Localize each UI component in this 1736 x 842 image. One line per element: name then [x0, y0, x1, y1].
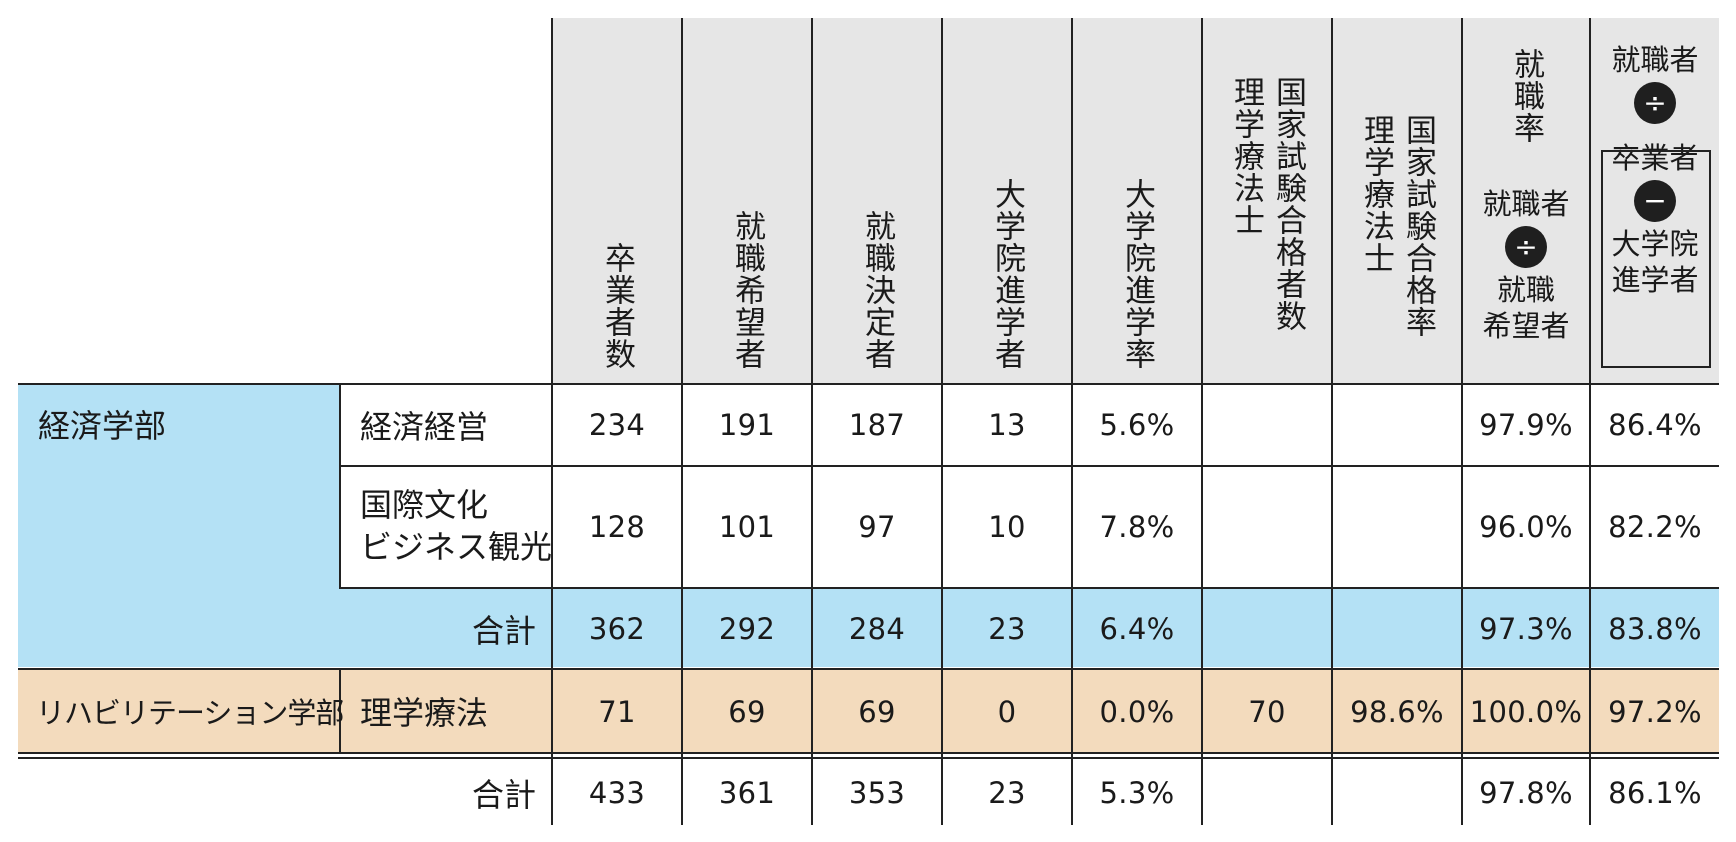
table-cell: 7.8% — [1099, 510, 1175, 544]
table-cell: 0 — [997, 694, 1017, 729]
dept-label-line1: 国際文化 — [360, 486, 489, 524]
header-pt-exam-count: 理学療法士 国家試験合格者数 — [1228, 76, 1306, 332]
col-divider — [1331, 18, 1333, 825]
dept-label: 理学療法 — [360, 694, 489, 732]
dept-label: 経済経営 — [360, 408, 489, 446]
table-cell: 284 — [848, 611, 906, 646]
table-cell: 433 — [588, 776, 646, 810]
table-cell: 361 — [718, 776, 776, 810]
economics-total-band — [340, 588, 1719, 667]
col-divider — [941, 18, 943, 825]
table-cell: 98.6% — [1350, 694, 1444, 729]
table-cell: 6.4% — [1099, 611, 1175, 646]
table-cell: 0.0% — [1099, 694, 1175, 729]
table-cell: 234 — [588, 408, 646, 442]
minus-icon: − — [1634, 180, 1676, 222]
col-divider — [1461, 18, 1463, 825]
col-divider — [1201, 18, 1203, 825]
ratio-term1: 卒業者 — [1611, 141, 1699, 175]
header-employment-rate-formula: 就職者 ÷ 就職 希望者 — [1463, 186, 1589, 344]
table-cell: 13 — [988, 408, 1026, 442]
header-employed: 就職決定者 — [859, 210, 895, 370]
row-divider — [18, 383, 1719, 385]
numerator-label: 就職者 — [1482, 187, 1570, 221]
header-graduates: 卒業者数 — [599, 242, 635, 370]
table-cell: 5.3% — [1099, 776, 1175, 810]
table-cell: 82.2% — [1608, 510, 1702, 544]
table-cell: 97.8% — [1479, 776, 1573, 810]
table-cell: 100.0% — [1469, 694, 1583, 729]
header-pt-exam-rate: 理学療法士 国家試験合格率 — [1358, 114, 1436, 338]
table-cell: 86.1% — [1608, 776, 1702, 810]
row-divider — [339, 587, 1719, 589]
table-cell: 191 — [718, 408, 776, 442]
table-cell: 70 — [1248, 694, 1286, 729]
table-cell — [1333, 467, 1461, 587]
dept-label-line2: ビジネス観光 — [360, 528, 553, 566]
dept-cell-bg-1 — [340, 385, 552, 588]
dept-col-divider — [339, 669, 341, 753]
divide-icon: ÷ — [1634, 82, 1676, 124]
header-grad-school: 大学院進学者 — [989, 178, 1025, 370]
ratio-term2-line2: 進学者 — [1611, 263, 1699, 297]
col-divider — [811, 18, 813, 825]
table-cell: 83.8% — [1608, 611, 1702, 646]
table-cell: 187 — [848, 408, 906, 442]
total-label: 合計 — [471, 776, 536, 814]
subtotal-label: 合計 — [471, 611, 536, 650]
denominator-line2: 希望者 — [1482, 309, 1570, 343]
col-divider — [681, 18, 683, 825]
table-cell: 23 — [988, 611, 1026, 646]
table-cell: 97.9% — [1479, 408, 1573, 442]
table-cell: 97 — [858, 510, 896, 544]
table-cell: 362 — [588, 611, 646, 646]
col-divider — [1071, 18, 1073, 825]
table-cell: 97.2% — [1608, 694, 1702, 729]
header-employment-rate-title: 就職率 — [1508, 48, 1544, 144]
table-cell — [1333, 385, 1461, 465]
table-cell: 101 — [718, 510, 776, 544]
table-cell: 96.0% — [1479, 510, 1573, 544]
table-cell: 71 — [598, 694, 636, 729]
economics-faculty-band — [18, 385, 340, 667]
table-cell: 353 — [848, 776, 906, 810]
table-cell: 292 — [718, 611, 776, 646]
table-cell — [1203, 467, 1331, 587]
ratio-term2-line1: 大学院 — [1611, 227, 1699, 261]
row-divider — [339, 465, 1719, 467]
row-divider — [18, 757, 1719, 759]
faculty-economics: 経済学部 — [38, 407, 167, 445]
denominator-line1: 就職 — [1496, 273, 1555, 307]
table-cell: 69 — [858, 694, 896, 729]
ratio-numerator: 就職者 — [1611, 43, 1699, 77]
table-cell — [1203, 759, 1331, 827]
table-cell: 10 — [988, 510, 1026, 544]
dept-col-divider — [339, 385, 341, 588]
faculty-rehab: リハビリテーション学部 — [36, 696, 344, 730]
col-divider — [1589, 18, 1591, 825]
row-divider — [18, 752, 1719, 754]
header-job-seekers: 就職希望者 — [729, 210, 765, 370]
table-cell: 23 — [988, 776, 1026, 810]
table-cell: 5.6% — [1099, 408, 1175, 442]
header-grad-school-rate: 大学院進学率 — [1119, 178, 1155, 370]
table-cell — [1203, 589, 1331, 668]
rehab-band — [18, 669, 1719, 753]
table-cell: 97.3% — [1479, 611, 1573, 646]
bracket — [1601, 150, 1711, 368]
dept-label: 国際文化 ビジネス観光 — [360, 481, 552, 571]
divide-icon: ÷ — [1505, 226, 1547, 268]
header-ratio-formula: 就職者 ÷ 卒業者 − 大学院 進学者 — [1591, 42, 1719, 298]
col-divider — [551, 18, 553, 825]
row-divider — [18, 668, 1719, 670]
table-cell — [1203, 385, 1331, 465]
table-cell: 86.4% — [1608, 408, 1702, 442]
table-cell: 128 — [588, 510, 646, 544]
header-bg — [552, 18, 1719, 383]
table-cell — [1333, 589, 1461, 668]
table-cell: 69 — [728, 694, 766, 729]
table-cell — [1333, 759, 1461, 827]
